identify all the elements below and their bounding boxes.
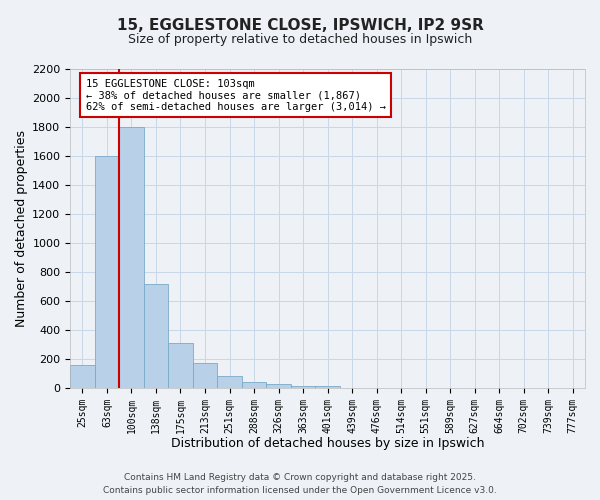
Bar <box>143 284 168 388</box>
Bar <box>291 386 316 388</box>
Text: Contains HM Land Registry data © Crown copyright and database right 2025.: Contains HM Land Registry data © Crown c… <box>124 474 476 482</box>
Text: Contains public sector information licensed under the Open Government Licence v3: Contains public sector information licen… <box>103 486 497 495</box>
Bar <box>266 384 291 388</box>
Text: 15 EGGLESTONE CLOSE: 103sqm
← 38% of detached houses are smaller (1,867)
62% of : 15 EGGLESTONE CLOSE: 103sqm ← 38% of det… <box>86 78 386 112</box>
Bar <box>316 386 340 388</box>
Bar <box>193 363 217 388</box>
Bar <box>70 364 95 388</box>
X-axis label: Distribution of detached houses by size in Ipswich: Distribution of detached houses by size … <box>171 437 484 450</box>
Bar <box>242 382 266 388</box>
Bar <box>119 127 143 388</box>
Text: 15, EGGLESTONE CLOSE, IPSWICH, IP2 9SR: 15, EGGLESTONE CLOSE, IPSWICH, IP2 9SR <box>116 18 484 32</box>
Bar <box>168 343 193 388</box>
Text: Size of property relative to detached houses in Ipswich: Size of property relative to detached ho… <box>128 32 472 46</box>
Bar <box>217 376 242 388</box>
Bar <box>95 156 119 388</box>
Y-axis label: Number of detached properties: Number of detached properties <box>15 130 28 327</box>
